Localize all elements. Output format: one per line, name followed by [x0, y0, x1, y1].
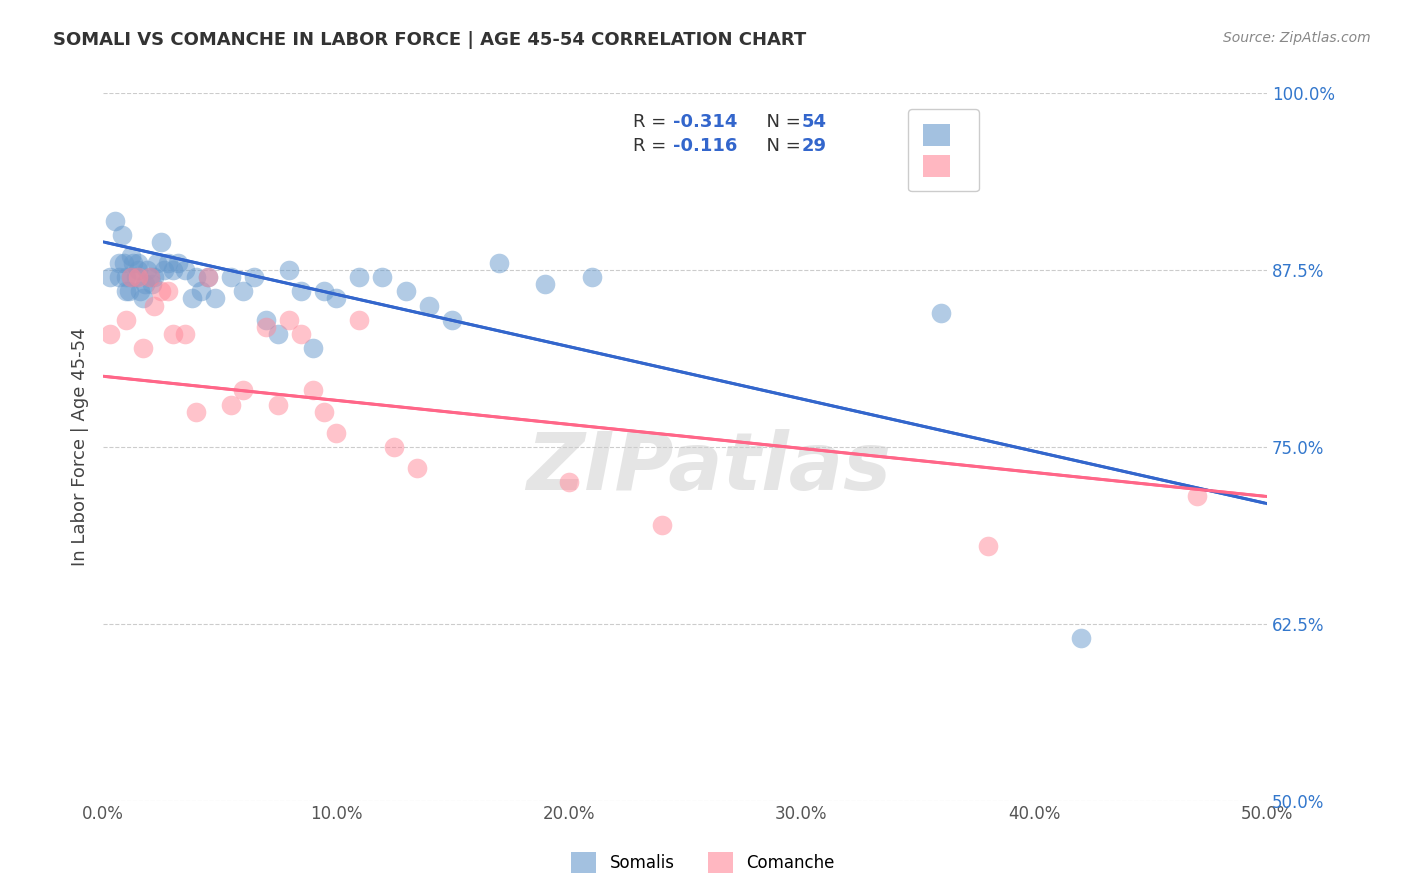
- Point: [150, 235, 173, 249]
- Point: [129, 285, 152, 299]
- Point: [325, 292, 347, 306]
- Point: [127, 256, 149, 270]
- Point: [131, 292, 153, 306]
- Point: [152, 263, 174, 277]
- Point: [120, 249, 142, 263]
- Point: [243, 270, 266, 285]
- Point: [98, 270, 121, 285]
- Point: [325, 425, 347, 440]
- Point: [441, 312, 464, 326]
- Point: [98, 326, 121, 341]
- Point: [488, 256, 510, 270]
- Point: [115, 270, 138, 285]
- Point: [347, 270, 370, 285]
- Point: [418, 299, 440, 313]
- Point: [254, 312, 277, 326]
- Text: ZIPatlas: ZIPatlas: [526, 429, 891, 508]
- Text: Source: ZipAtlas.com: Source: ZipAtlas.com: [1223, 31, 1371, 45]
- Point: [278, 263, 301, 277]
- Point: [929, 305, 952, 319]
- Point: [104, 213, 127, 227]
- Point: [406, 461, 429, 475]
- Point: [581, 270, 603, 285]
- Point: [232, 384, 254, 398]
- Legend: Somalis, Comanche: Somalis, Comanche: [565, 846, 841, 880]
- Point: [314, 404, 336, 418]
- Point: [557, 475, 579, 490]
- Text: -0.314: -0.314: [673, 112, 738, 130]
- Point: [115, 312, 138, 326]
- Point: [267, 326, 290, 341]
- Point: [186, 270, 208, 285]
- Point: [145, 256, 167, 270]
- Point: [127, 263, 149, 277]
- Point: [150, 285, 173, 299]
- Point: [108, 270, 131, 285]
- Point: [125, 270, 148, 285]
- Point: [173, 263, 195, 277]
- Point: [111, 227, 134, 242]
- Point: [115, 285, 138, 299]
- Point: [534, 277, 557, 292]
- Point: [267, 398, 290, 412]
- Point: [162, 326, 184, 341]
- Point: [143, 299, 166, 313]
- Point: [278, 312, 301, 326]
- Text: R =: R =: [633, 112, 672, 130]
- Text: SOMALI VS COMANCHE IN LABOR FORCE | AGE 45-54 CORRELATION CHART: SOMALI VS COMANCHE IN LABOR FORCE | AGE …: [53, 31, 807, 49]
- Point: [138, 270, 160, 285]
- Point: [301, 384, 323, 398]
- Text: N =: N =: [755, 137, 806, 155]
- Point: [197, 270, 219, 285]
- Text: N =: N =: [755, 112, 806, 130]
- Point: [314, 285, 336, 299]
- Point: [197, 270, 219, 285]
- Point: [347, 312, 370, 326]
- Point: [118, 285, 141, 299]
- Point: [290, 326, 312, 341]
- Legend: , : ,: [908, 110, 979, 192]
- Point: [120, 270, 142, 285]
- Point: [371, 270, 394, 285]
- Point: [120, 270, 142, 285]
- Point: [976, 539, 998, 553]
- Point: [382, 440, 405, 454]
- Point: [143, 270, 166, 285]
- Point: [108, 256, 131, 270]
- Point: [651, 517, 673, 532]
- Point: [138, 270, 160, 285]
- Point: [134, 277, 156, 292]
- Point: [157, 285, 180, 299]
- Point: [162, 263, 184, 277]
- Point: [141, 277, 163, 292]
- Text: 54: 54: [801, 112, 827, 130]
- Point: [112, 256, 135, 270]
- Point: [173, 326, 195, 341]
- Text: 29: 29: [801, 137, 827, 155]
- Point: [219, 270, 242, 285]
- Point: [232, 285, 254, 299]
- Point: [204, 292, 226, 306]
- Y-axis label: In Labor Force | Age 45-54: In Labor Force | Age 45-54: [72, 327, 89, 566]
- Point: [290, 285, 312, 299]
- Point: [136, 263, 159, 277]
- Point: [131, 341, 153, 355]
- Text: R =: R =: [633, 137, 672, 155]
- Point: [1070, 631, 1092, 645]
- Point: [1185, 490, 1208, 504]
- Point: [301, 341, 323, 355]
- Point: [157, 256, 180, 270]
- Point: [190, 285, 212, 299]
- Point: [219, 398, 242, 412]
- Point: [122, 256, 145, 270]
- Point: [395, 285, 418, 299]
- Point: [127, 270, 149, 285]
- Point: [254, 319, 277, 334]
- Point: [180, 292, 202, 306]
- Text: -0.116: -0.116: [673, 137, 738, 155]
- Point: [186, 404, 208, 418]
- Point: [166, 256, 188, 270]
